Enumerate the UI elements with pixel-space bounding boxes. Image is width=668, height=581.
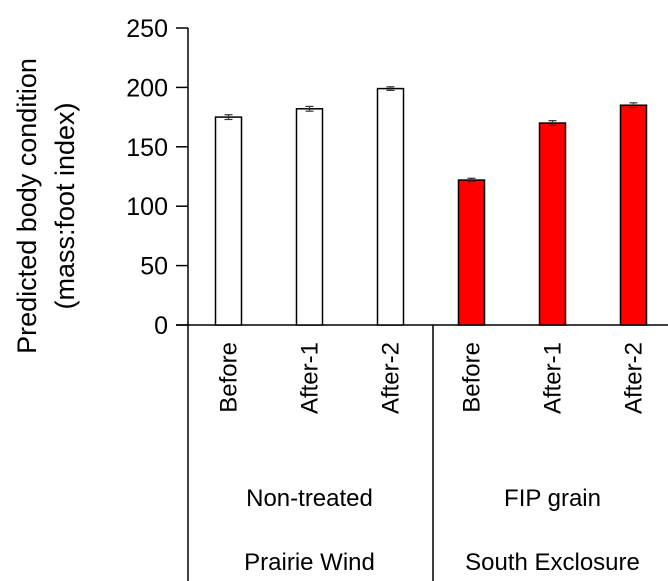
y-ticks: 0 50 100 150 200 250 xyxy=(126,15,188,340)
axes xyxy=(176,28,668,581)
bar xyxy=(295,108,324,326)
y-axis-title-line2: (mass:foot index) xyxy=(50,102,80,309)
bar xyxy=(619,104,648,326)
category-label: Before xyxy=(459,342,486,413)
category-label: After-2 xyxy=(378,342,405,414)
group-labels: Non-treated Prairie Wind FIP grain South Ex… xyxy=(244,485,640,576)
error-bars xyxy=(224,86,638,183)
y-tick-label: 150 xyxy=(126,134,168,162)
treatment-label: FIP grain xyxy=(504,485,601,512)
y-tick-label: 100 xyxy=(126,193,168,221)
treatment-label: Non-treated xyxy=(246,485,373,512)
bar xyxy=(538,122,567,326)
y-tick-label: 0 xyxy=(154,312,168,340)
y-axis-title-line1: Predicted body condition xyxy=(12,58,42,354)
category-label: Before xyxy=(216,342,243,413)
y-tick-label: 200 xyxy=(126,74,168,102)
site-label: South Exclosure xyxy=(465,549,640,576)
category-label: After-2 xyxy=(621,342,648,414)
y-tick-label: 50 xyxy=(140,253,168,281)
bar xyxy=(376,87,405,326)
category-labels: Before After-1 After-2 Before After-1 After-2 xyxy=(216,342,648,414)
site-label: Prairie Wind xyxy=(244,549,375,576)
bars xyxy=(214,87,648,326)
bar xyxy=(457,179,486,326)
category-label: After-1 xyxy=(297,342,324,414)
bar xyxy=(214,116,243,326)
category-label: After-1 xyxy=(540,342,567,414)
y-tick-label: 250 xyxy=(126,15,168,43)
